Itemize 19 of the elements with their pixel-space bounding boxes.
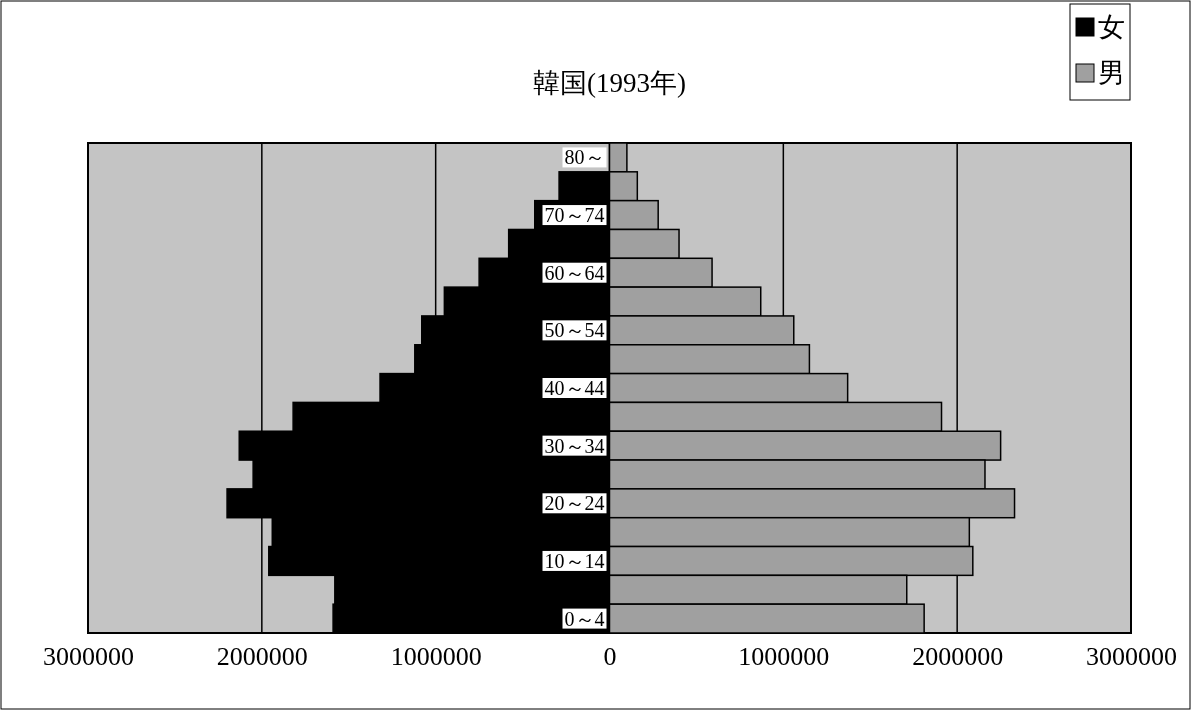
- y-tick-label: 70～74: [544, 204, 605, 227]
- y-tick-label: 30～34: [544, 434, 605, 457]
- y-tick-label: 10～14: [544, 549, 605, 572]
- x-tick-label: 3000000: [43, 642, 134, 672]
- x-tick-label: 1000000: [738, 642, 830, 672]
- x-tick-label: 2000000: [912, 642, 1004, 672]
- x-tick-label: 1000000: [390, 642, 482, 672]
- x-tick-label: 3000000: [1086, 642, 1177, 672]
- y-tick-label: 60～64: [544, 261, 605, 284]
- chart-title: 韓国(1993年): [533, 68, 686, 98]
- y-tick-label: 0～4: [564, 607, 605, 630]
- y-tick-label: 20～24: [544, 492, 605, 515]
- legend-label: 男: [1098, 58, 1125, 88]
- x-tick-label: 2000000: [216, 642, 308, 672]
- legend-label: 女: [1098, 12, 1125, 42]
- x-tick-label: 0: [603, 642, 617, 672]
- y-tick-label: 50～54: [544, 319, 605, 342]
- y-tick-label: 40～44: [544, 377, 605, 399]
- y-tick-label: 80～: [564, 146, 605, 169]
